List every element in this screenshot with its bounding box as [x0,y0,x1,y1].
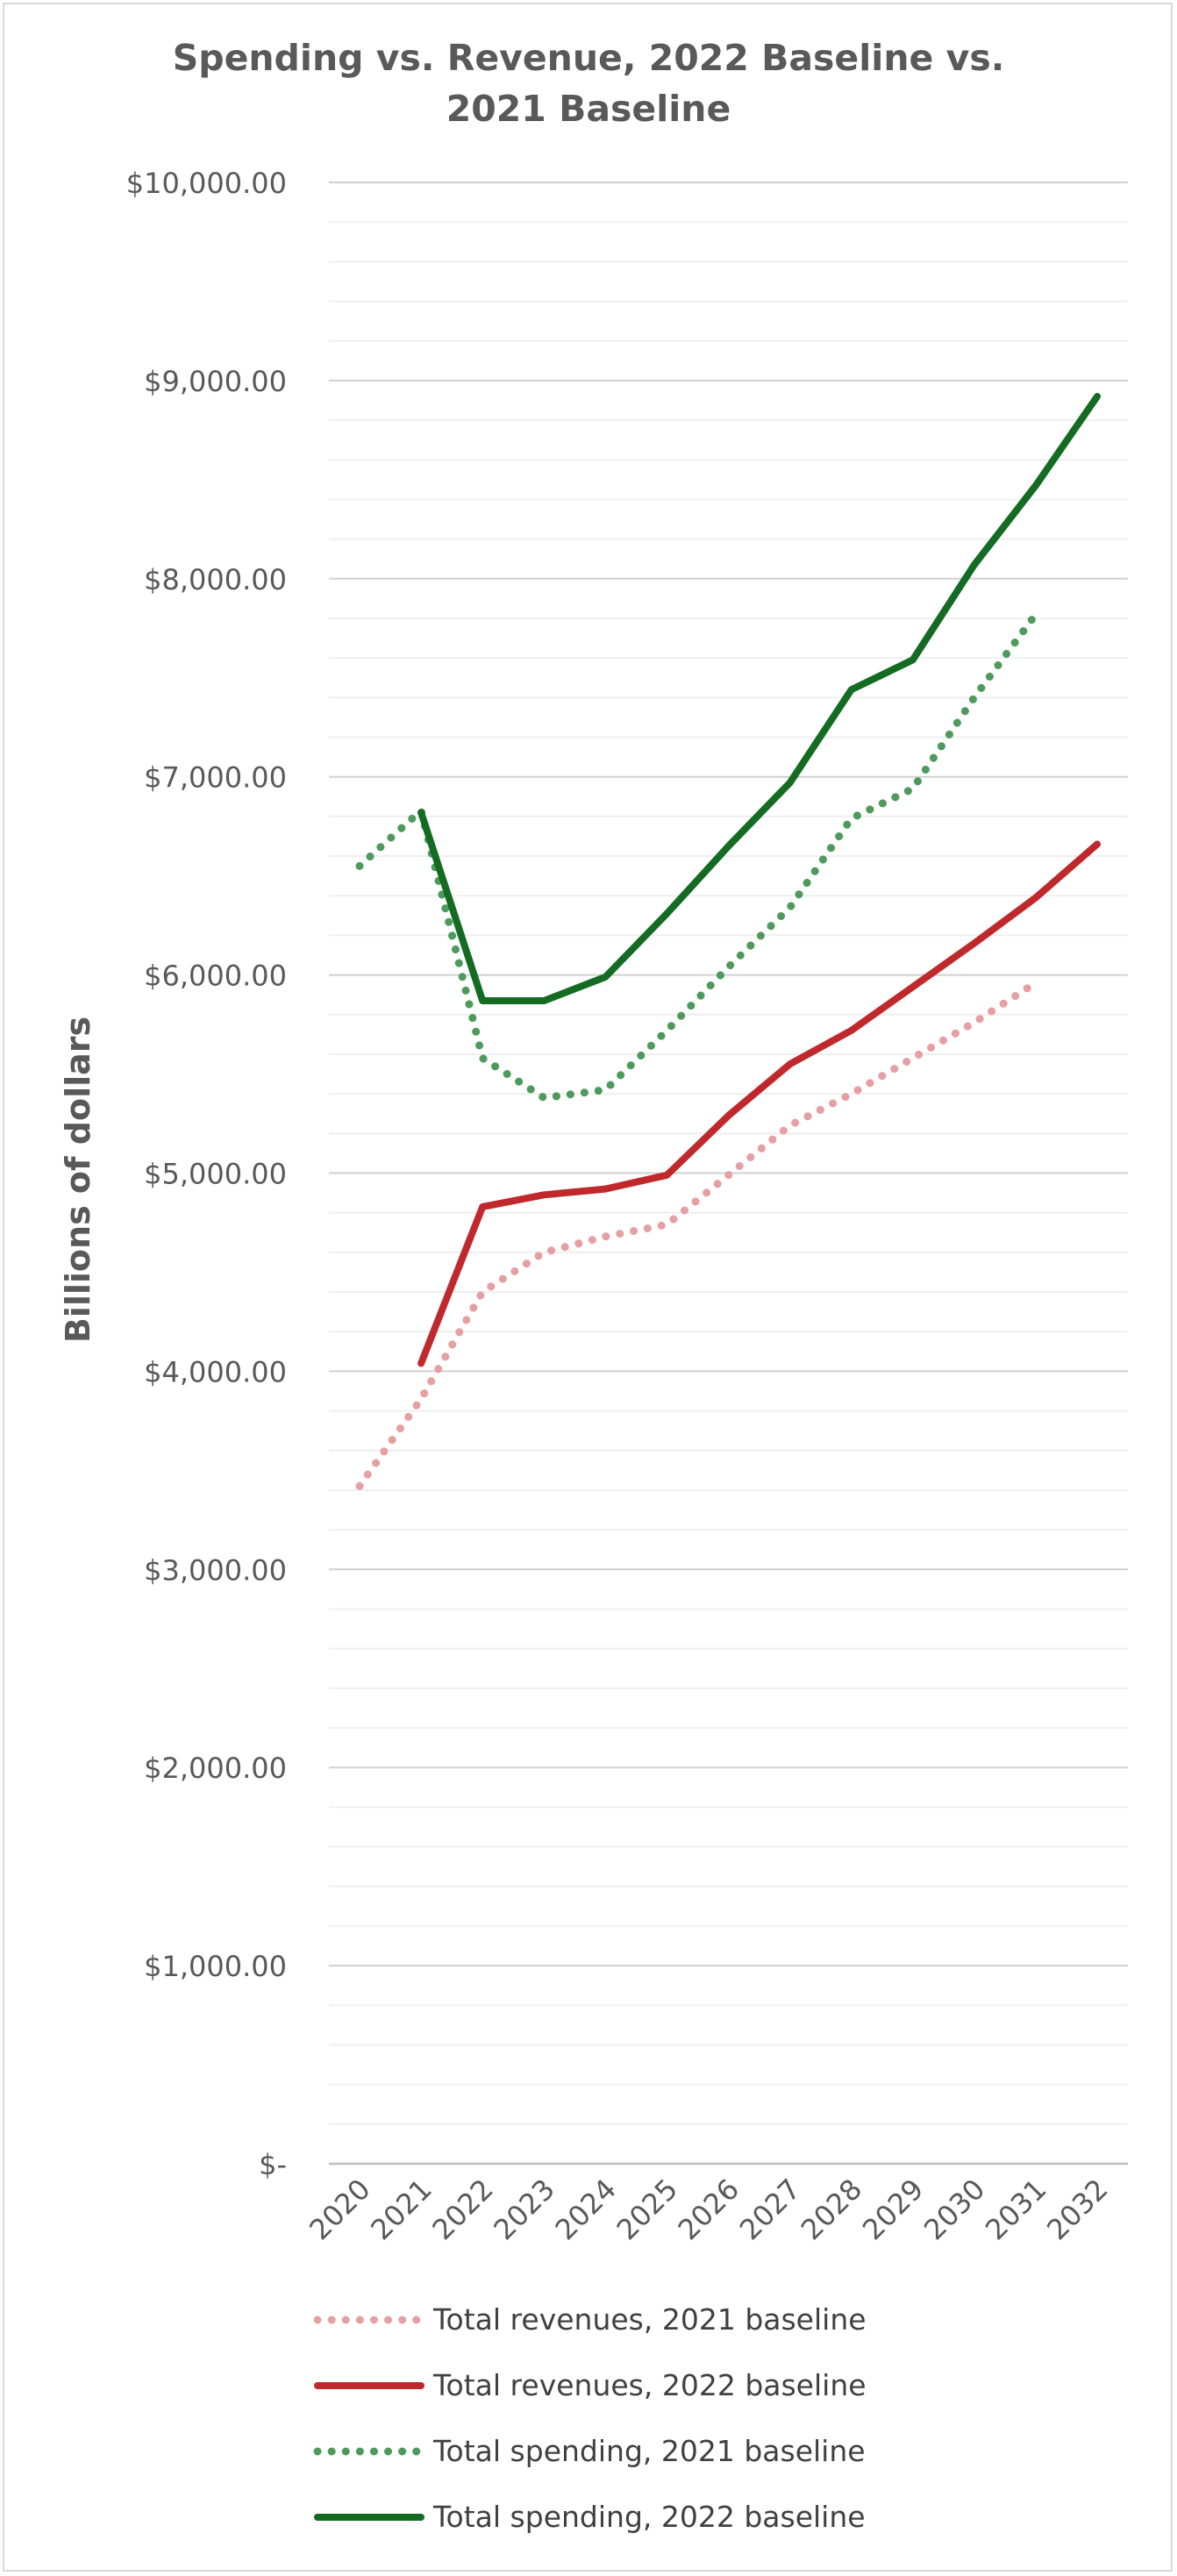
legend-label: Total spending, 2021 baseline [432,2434,866,2468]
y-tick-label: $5,000.00 [144,1158,287,1191]
legend: Total revenues, 2021 baseline Total reven… [313,2302,867,2534]
legend-label: Total revenues, 2021 baseline [432,2302,867,2337]
legend-label: Total spending, 2022 baseline [432,2500,866,2534]
chart-title: Spending vs. Revenue, 2022 Baseline vs. 2… [173,37,1005,130]
y-tick-label: $4,000.00 [144,1355,287,1388]
series-lines [355,393,1101,1490]
y-tick-label: $8,000.00 [144,563,287,596]
y-tick-label: $1,000.00 [144,1950,287,1983]
y-axis-label: Billions of dollars [59,1017,97,1343]
x-tick-label: 2030 [917,2173,991,2246]
series-line [417,840,1101,1367]
y-tick-label: $3,000.00 [144,1553,287,1587]
series-line [355,610,1040,1102]
chart-title-line: 2021 Baseline [446,88,731,130]
minor-gridlines [329,221,1128,2125]
x-tick-label: 2022 [425,2173,499,2246]
legend-label: Total revenues, 2022 baseline [432,2368,867,2402]
chart-title-line: Spending vs. Revenue, 2022 Baseline vs. [173,37,1005,79]
y-tick-label: $7,000.00 [144,761,287,795]
x-tick-label: 2031 [979,2173,1052,2246]
x-tick-label: 2032 [1040,2173,1114,2246]
x-tick-label: 2021 [364,2173,438,2246]
x-tick-label: 2029 [856,2173,930,2246]
x-tick-label: 2024 [549,2173,623,2246]
x-tick-label: 2028 [795,2173,868,2246]
y-tick-label: $6,000.00 [144,960,287,993]
series-line [355,979,1040,1490]
chart-frame [3,3,1173,2572]
series-line [417,393,1101,1004]
y-axis-tick-labels: $- $1,000.00 $2,000.00 $3,000.00 $4,000.00 $5… [126,167,287,2181]
y-tick-label: $- [259,2148,287,2181]
x-tick-label: 2025 [610,2173,684,2246]
x-axis-tick-labels: 2020202120222023202420252026202720282029… [303,2173,1114,2246]
y-tick-label: $2,000.00 [144,1752,287,1785]
y-tick-label: $10,000.00 [126,167,287,200]
x-tick-label: 2026 [672,2173,745,2246]
y-tick-label: $9,000.00 [144,365,287,398]
x-tick-label: 2027 [733,2173,807,2246]
x-tick-label: 2023 [487,2173,560,2246]
x-tick-label: 2020 [303,2173,376,2246]
